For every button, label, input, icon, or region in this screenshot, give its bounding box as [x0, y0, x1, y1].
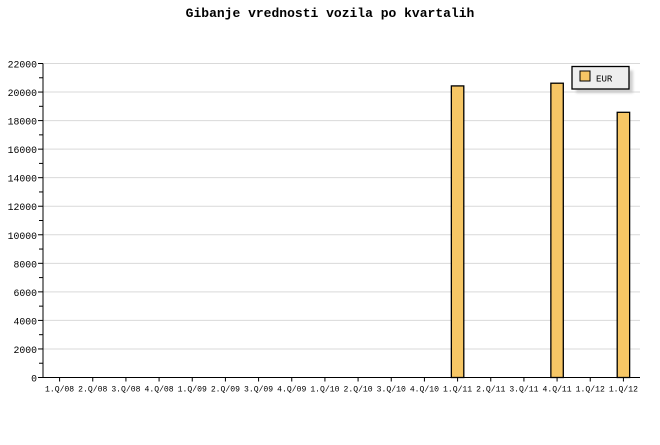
svg-text:1.Q/10: 1.Q/10	[310, 386, 339, 395]
svg-text:0: 0	[31, 374, 37, 385]
svg-text:3.Q/11: 3.Q/11	[509, 386, 538, 395]
svg-text:1.Q/11: 1.Q/11	[443, 386, 472, 395]
svg-text:1.Q/08: 1.Q/08	[45, 386, 74, 395]
svg-text:20000: 20000	[8, 88, 38, 99]
svg-text:6000: 6000	[13, 288, 37, 299]
svg-text:4.Q/11: 4.Q/11	[543, 386, 572, 395]
svg-text:14000: 14000	[8, 174, 38, 185]
svg-text:10000: 10000	[8, 231, 38, 242]
svg-text:12000: 12000	[8, 202, 38, 213]
svg-text:22000: 22000	[8, 60, 38, 71]
svg-text:2.Q/09: 2.Q/09	[211, 386, 240, 395]
svg-text:1.Q/09: 1.Q/09	[178, 386, 207, 395]
svg-text:2.Q/11: 2.Q/11	[476, 386, 505, 395]
svg-text:3.Q/10: 3.Q/10	[377, 386, 406, 395]
svg-text:4.Q/09: 4.Q/09	[277, 386, 306, 395]
svg-text:1.Q/12: 1.Q/12	[609, 386, 638, 395]
svg-text:1.Q/12: 1.Q/12	[576, 386, 605, 395]
svg-text:4000: 4000	[13, 316, 37, 327]
svg-text:EUR: EUR	[596, 74, 613, 85]
svg-text:18000: 18000	[8, 117, 38, 128]
svg-text:2.Q/08: 2.Q/08	[78, 386, 107, 395]
svg-text:4.Q/10: 4.Q/10	[410, 386, 439, 395]
svg-text:16000: 16000	[8, 145, 38, 156]
svg-text:Gibanje vrednosti vozila po kv: Gibanje vrednosti vozila po kvartalih	[186, 6, 475, 21]
svg-text:3.Q/08: 3.Q/08	[111, 386, 140, 395]
svg-text:2.Q/10: 2.Q/10	[344, 386, 373, 395]
svg-text:3.Q/09: 3.Q/09	[244, 386, 273, 395]
svg-text:8000: 8000	[13, 259, 37, 270]
svg-text:4.Q/08: 4.Q/08	[145, 386, 174, 395]
svg-text:2000: 2000	[13, 345, 37, 356]
